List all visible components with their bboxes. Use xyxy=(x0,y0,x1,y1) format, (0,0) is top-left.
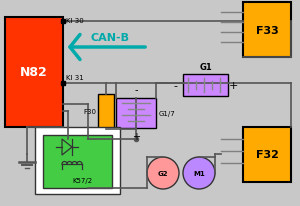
Text: M1: M1 xyxy=(193,170,205,176)
Text: CAN-B: CAN-B xyxy=(91,33,130,43)
Bar xyxy=(243,127,291,182)
Text: G2: G2 xyxy=(158,170,168,176)
Bar xyxy=(35,127,120,194)
Text: +: + xyxy=(132,131,140,141)
Text: K57/2: K57/2 xyxy=(72,177,93,183)
Text: KI 31: KI 31 xyxy=(66,75,84,81)
Bar xyxy=(243,3,291,58)
Text: G1: G1 xyxy=(199,63,212,72)
Bar xyxy=(116,98,156,128)
Text: N82: N82 xyxy=(20,66,48,79)
Circle shape xyxy=(183,157,215,189)
Circle shape xyxy=(147,157,179,189)
Text: G1/7: G1/7 xyxy=(159,110,176,116)
Text: F32: F32 xyxy=(256,150,278,160)
Bar xyxy=(98,95,114,129)
Bar xyxy=(5,18,63,127)
Bar xyxy=(183,75,228,97)
Text: F33: F33 xyxy=(256,25,278,35)
Text: KI 30: KI 30 xyxy=(66,18,84,24)
Text: -: - xyxy=(173,81,177,91)
Text: -: - xyxy=(134,85,138,95)
Text: F30: F30 xyxy=(83,109,96,115)
Text: +: + xyxy=(228,81,238,91)
Bar xyxy=(43,135,112,188)
